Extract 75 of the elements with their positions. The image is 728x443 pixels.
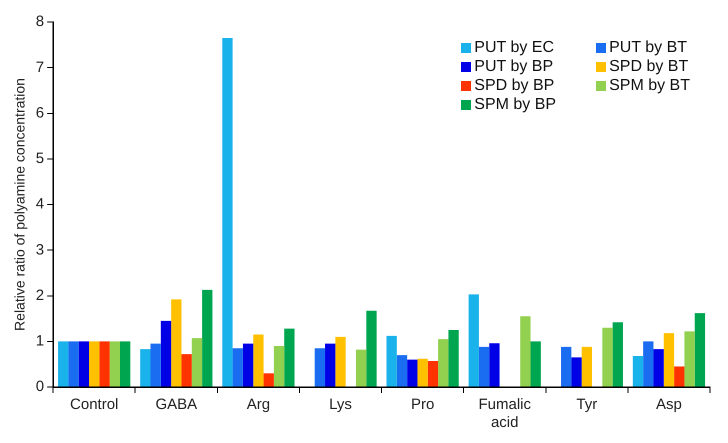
bar <box>314 348 326 386</box>
bar <box>99 341 110 386</box>
bar <box>612 322 623 386</box>
bar <box>68 341 79 386</box>
y-tick-label: 2 <box>36 286 44 304</box>
y-tick-label: 1 <box>36 332 44 350</box>
bar <box>222 38 233 386</box>
bar <box>664 333 674 386</box>
x-tick-label: Arg <box>246 396 270 414</box>
bar <box>202 290 212 386</box>
bar <box>366 310 377 386</box>
bar <box>58 341 68 386</box>
x-tick-label: Asp <box>656 396 682 414</box>
bar <box>140 349 150 386</box>
bar <box>325 344 336 386</box>
bar <box>478 346 490 386</box>
bar <box>582 346 592 386</box>
bar <box>78 341 90 386</box>
x-tick-label: Lys <box>329 396 352 414</box>
x-tick-label: Pro <box>410 396 434 414</box>
bar <box>181 354 192 386</box>
x-tick-label: Control <box>70 396 118 414</box>
bar <box>653 349 664 386</box>
y-tick-label: 3 <box>36 241 44 258</box>
bar <box>110 341 120 386</box>
bar <box>571 357 582 386</box>
bar <box>438 339 448 386</box>
legend-label: PUT by BP <box>474 57 554 76</box>
bar <box>417 358 428 386</box>
bar <box>274 346 284 386</box>
bar <box>120 341 130 386</box>
bar <box>335 336 346 386</box>
bar <box>468 294 479 386</box>
legend-label: PUT by BT <box>609 38 688 57</box>
bar <box>160 320 172 386</box>
legend-label: SPD by BT <box>609 57 688 76</box>
legend-label: SPM by BT <box>609 76 690 95</box>
bar <box>530 341 541 386</box>
bar <box>242 344 254 386</box>
bar <box>89 341 100 386</box>
bar <box>284 328 295 386</box>
y-tick-label: 7 <box>36 58 44 76</box>
legend-label: PUT by EC <box>474 38 554 57</box>
bar <box>561 346 572 386</box>
bar <box>264 373 274 386</box>
bar <box>674 366 684 386</box>
bar <box>232 348 243 386</box>
bar <box>489 343 500 386</box>
bar <box>171 299 182 386</box>
x-tick-label: Fumalic acid <box>478 396 532 432</box>
y-axis-title: Relative ratio of polyamine concentration <box>11 78 28 331</box>
legend-label: SPM by BP <box>474 95 556 114</box>
x-tick-label: Tyr <box>576 396 598 414</box>
bar <box>407 360 418 386</box>
bar <box>192 338 202 386</box>
bar <box>428 360 438 386</box>
bar <box>643 341 654 386</box>
y-tick-label: 5 <box>36 150 44 168</box>
bar <box>396 355 408 386</box>
y-tick-label: 0 <box>36 378 44 396</box>
bar <box>448 330 459 386</box>
legend-label: SPD by BP <box>474 76 554 95</box>
bar <box>356 350 366 386</box>
bar <box>520 316 531 386</box>
bar <box>632 356 644 386</box>
bar <box>386 336 397 386</box>
x-tick-label: GABA <box>155 396 198 414</box>
bar <box>694 313 706 386</box>
bar <box>150 344 161 386</box>
bar <box>602 328 613 386</box>
bar <box>684 331 695 386</box>
y-tick-label: 4 <box>36 196 44 213</box>
bar <box>253 334 264 386</box>
y-tick-label: 6 <box>36 104 44 122</box>
y-tick-label: 8 <box>36 13 44 30</box>
